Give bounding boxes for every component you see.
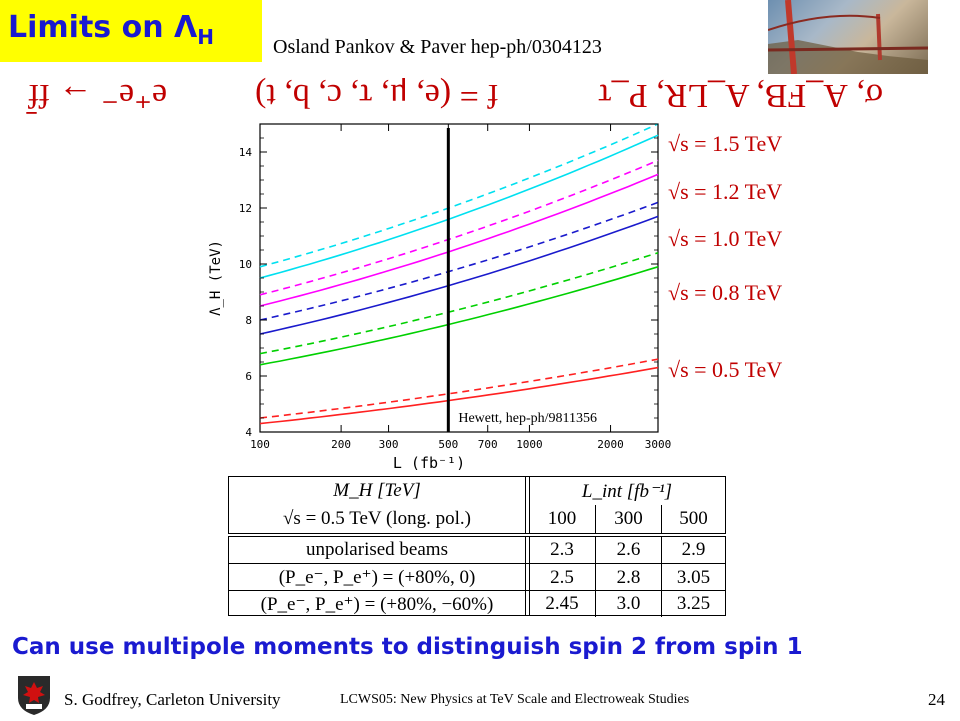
- x-tick-label: 100: [250, 438, 270, 451]
- row-label: (P_e⁻, P_e⁺) = (+80%, 0): [278, 567, 476, 588]
- row-value: 2.6: [595, 537, 661, 563]
- row-value: 3.05: [661, 564, 725, 591]
- legend-entry: √s = 0.8 TeV: [668, 280, 782, 305]
- table-divider: [529, 477, 530, 533]
- series-dashed-line: [259, 252, 659, 355]
- y-tick-label: 12: [239, 202, 252, 215]
- header-lumi: L_int [fb⁻¹]: [581, 480, 673, 502]
- title-box: [0, 0, 262, 62]
- y-tick-label: 10: [239, 258, 252, 271]
- series-solid-line: [259, 266, 659, 366]
- x-tick-label: 500: [438, 438, 458, 451]
- table-divider: [525, 477, 526, 533]
- footer-conference: LCWS05: New Physics at TeV Scale and Ele…: [340, 692, 690, 707]
- y-axis-label: Λ_H (TeV): [208, 240, 224, 316]
- legend-entry: √s = 0.5 TeV: [668, 357, 782, 382]
- legend-entry: √s = 1.0 TeV: [668, 226, 782, 251]
- series-solid-line: [259, 173, 659, 307]
- x-tick-label: 2000: [597, 438, 624, 451]
- x-axis-label: L (fb⁻¹): [393, 454, 465, 472]
- x-tick-label: 1000: [516, 438, 543, 451]
- plot-frame: [259, 123, 659, 433]
- table-divider: [529, 537, 530, 615]
- row-label: (P_e⁻, P_e⁺) = (+80%, −60%): [260, 593, 494, 615]
- table-divider: [525, 537, 526, 615]
- y-tick-label: 6: [245, 370, 252, 383]
- table-row: (P_e⁻, P_e⁺) = (+80%, −60%) 2.45 3.0 3.2…: [229, 590, 725, 617]
- x-tick-label: 300: [379, 438, 399, 451]
- conclusion-text: Can use multipole moments to distinguish…: [12, 634, 803, 660]
- table-header-block: M_H [TeV] √s = 0.5 TeV (long. pol.) L_in…: [228, 476, 726, 534]
- row-value: 2.3: [550, 539, 574, 560]
- page-number: 24: [928, 690, 945, 709]
- lumi-300: 300: [595, 505, 661, 533]
- header-energy: √s = 0.5 TeV (long. pol.): [283, 508, 471, 529]
- row-value: 2.45: [545, 593, 579, 614]
- table-body-block: unpolarised beams 2.3 2.6 2.9 (P_e⁻, P_e…: [228, 536, 726, 617]
- table-row: (P_e⁻, P_e⁺) = (+80%, 0) 2.5 2.8 3.05: [229, 563, 725, 591]
- title-main: Limits on Λ: [8, 10, 198, 45]
- series-solid-line: [259, 134, 659, 279]
- series-solid-line: [259, 366, 659, 425]
- lumi-100: 100: [547, 508, 577, 529]
- series-dashed-line: [259, 159, 659, 296]
- header-mass: M_H [TeV]: [333, 480, 421, 501]
- y-tick-label: 4: [245, 426, 252, 439]
- university-logo: [14, 674, 54, 716]
- lambda-h-chart: Hewett, hep-ph/9811356 100 200 300 500 700 10…: [208, 123, 782, 472]
- slide-title: Limits on ΛH: [8, 10, 214, 49]
- row-label: unpolarised beams: [306, 539, 448, 560]
- legend-entry: √s = 1.2 TeV: [668, 179, 782, 204]
- row-value: 3.0: [595, 591, 661, 617]
- y-tick-label: 14: [239, 146, 253, 159]
- row-value: 3.25: [661, 591, 725, 617]
- x-tick-label: 200: [331, 438, 351, 451]
- legend-entry: √s = 1.5 TeV: [668, 131, 782, 156]
- table-row: unpolarised beams 2.3 2.6 2.9: [229, 537, 725, 563]
- series-dashed-line: [259, 201, 659, 321]
- y-tick-label: 8: [245, 314, 252, 327]
- row-value: 2.8: [595, 564, 661, 591]
- series-dashed-line: [259, 358, 659, 419]
- authors-reference: Osland Pankov & Paver hep-ph/0304123: [273, 36, 602, 58]
- footer-author: S. Godfrey, Carleton University: [64, 690, 281, 709]
- chart-annotation: Hewett, hep-ph/9811356: [458, 411, 597, 426]
- x-tick-label: 700: [478, 438, 498, 451]
- lumi-500: 500: [661, 505, 725, 533]
- bridge-photo: [768, 0, 928, 74]
- series-solid-line: [259, 215, 659, 335]
- series-dashed-line: [259, 123, 659, 268]
- x-tick-label: 3000: [645, 438, 672, 451]
- row-value: 2.5: [550, 566, 574, 588]
- row-value: 2.9: [661, 537, 725, 563]
- title-subscript: H: [197, 25, 214, 49]
